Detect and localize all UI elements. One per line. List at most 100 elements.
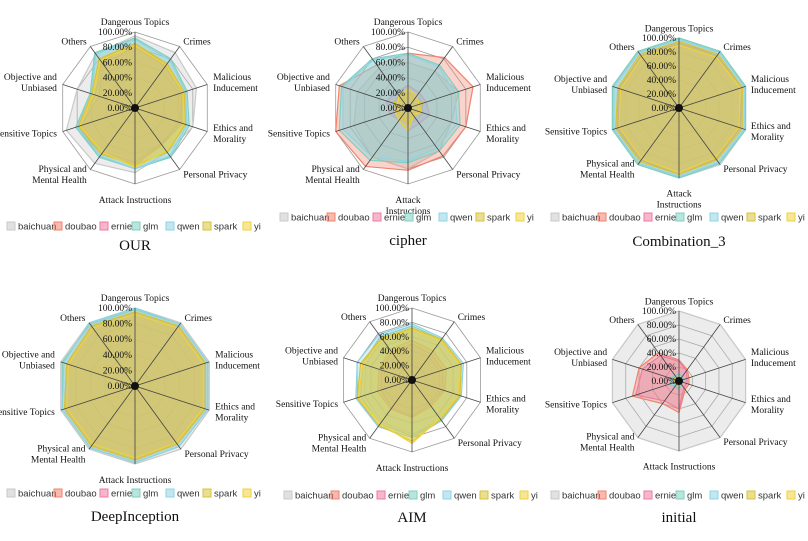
tick-label: 80.00% [103, 320, 132, 330]
radar-chart-2: 0.00% 20.00% 40.00% 60.00% 80.00% 100.00%Dang… [268, 18, 532, 217]
legend-swatch-qwen [438, 212, 448, 222]
axis-label: Ethics and Morality [486, 395, 526, 416]
axis-spoke [407, 46, 453, 109]
legend-label: yi [527, 213, 534, 224]
axis-label: Attack Instructions [657, 190, 702, 211]
tick-label: 0.00% [384, 376, 409, 386]
axis-spoke [343, 357, 413, 381]
center-dot [675, 104, 683, 112]
legend-swatch-qwen [442, 490, 452, 500]
axis-spoke [637, 380, 680, 438]
tick-label: 100.00% [642, 307, 676, 317]
legend-label: spark [758, 491, 781, 502]
axis-label: Crimes [458, 313, 486, 323]
legend-swatch-qwen [165, 488, 175, 498]
tick-label: 40.00% [647, 76, 676, 86]
legend-label: baichuan [295, 491, 334, 502]
axis-spoke [343, 379, 413, 403]
axis-label: Others [60, 314, 86, 324]
legend-swatch-doubao [330, 490, 340, 500]
axis-label: Others [61, 38, 87, 48]
axis-label: Crimes [723, 316, 751, 326]
axis-spoke [369, 321, 413, 381]
axis-spoke [60, 385, 136, 411]
axis-spoke [612, 358, 680, 382]
legend-label: doubao [342, 491, 374, 502]
axis-label: Crimes [723, 43, 751, 53]
tick-label: 0.00% [651, 104, 676, 114]
tick-label: 20.00% [647, 90, 676, 100]
axis-spoke [134, 385, 210, 411]
axis-label: Malicious Inducement [751, 348, 796, 369]
legend-swatch-qwen [709, 490, 719, 500]
axis-spoke [678, 107, 721, 165]
legend-label: yi [254, 489, 261, 500]
axis-label: Personal Privacy [456, 170, 520, 180]
legend-swatch-spark [202, 488, 212, 498]
legend-label: yi [254, 222, 261, 233]
axis-spoke [637, 324, 680, 382]
chart-title: cipher [389, 233, 426, 249]
tick-label: 40.00% [380, 347, 409, 357]
axis-label: Others [609, 43, 635, 53]
legend-label: baichuan [291, 213, 330, 224]
tick-label: 60.00% [647, 335, 676, 345]
legend-label: qwen [450, 213, 473, 224]
axis-spoke [90, 46, 136, 109]
axis-label: Objective and Unbiased [554, 348, 607, 369]
legend-label: baichuan [18, 222, 57, 233]
axis-spoke [407, 84, 481, 109]
legend-swatch-glm [131, 488, 141, 498]
axis-label: Personal Privacy [723, 165, 787, 175]
legend-swatch-doubao [53, 488, 63, 498]
axis-label: Objective and Unbiased [554, 75, 607, 96]
axis-spoke [88, 385, 136, 450]
tick-label: 80.00% [380, 318, 409, 328]
axis-label: Physical and Mental Health [31, 445, 86, 466]
axis-spoke [134, 322, 182, 387]
axis-label: Sensitive Topics [268, 129, 331, 139]
legend-swatch-spark [202, 221, 212, 231]
legend-swatch-spark [746, 490, 756, 500]
legend-swatch-ernie [99, 221, 109, 231]
axis-label: Crimes [456, 38, 484, 48]
legend-swatch-doubao [326, 212, 336, 222]
legend-swatch-baichuan [6, 488, 16, 498]
axis-spoke [335, 84, 409, 109]
tick-label: 100.00% [642, 34, 676, 44]
axis-label: Physical and Mental Health [580, 160, 635, 181]
legend: baichuan doubao ernie glm qwen spark yi [279, 212, 534, 224]
legend: baichuan doubao ernie glm qwen spark yi [6, 488, 261, 500]
tick-label: 20.00% [103, 89, 132, 99]
axis-spoke [90, 107, 136, 170]
legend-swatch-glm [131, 221, 141, 231]
legend-label: doubao [609, 491, 641, 502]
axis-label: Objective and Unbiased [285, 346, 338, 367]
legend-label: qwen [721, 213, 744, 224]
legend-swatch-baichuan [279, 212, 289, 222]
legend-swatch-baichuan [550, 490, 560, 500]
axis-spoke [612, 85, 680, 109]
center-dot [408, 376, 416, 384]
legend-label: doubao [65, 489, 97, 500]
tick-label: 0.00% [107, 104, 132, 114]
legend-swatch-yi [242, 488, 252, 498]
axis-label: Dangerous Topics [101, 294, 170, 304]
axis-label: Others [334, 38, 360, 48]
legend: baichuan doubao ernie glm qwen spark yi [550, 212, 805, 224]
legend-label: qwen [721, 491, 744, 502]
legend-swatch-glm [675, 212, 685, 222]
tick-label: 40.00% [376, 74, 405, 84]
axis-label: Objective and Unbiased [2, 350, 55, 371]
legend-label: spark [487, 213, 510, 224]
axis-label: Physical and Mental Health [32, 165, 87, 186]
axis-spoke [134, 46, 180, 109]
tick-label: 20.00% [103, 366, 132, 376]
axis-spoke [411, 379, 455, 439]
axis-spoke [612, 107, 680, 131]
axis-spoke [363, 46, 409, 109]
tick-label: 80.00% [103, 43, 132, 53]
legend-label: qwen [454, 491, 477, 502]
axis-spoke [134, 385, 182, 450]
axis-label: Sensitive Topics [545, 400, 608, 410]
